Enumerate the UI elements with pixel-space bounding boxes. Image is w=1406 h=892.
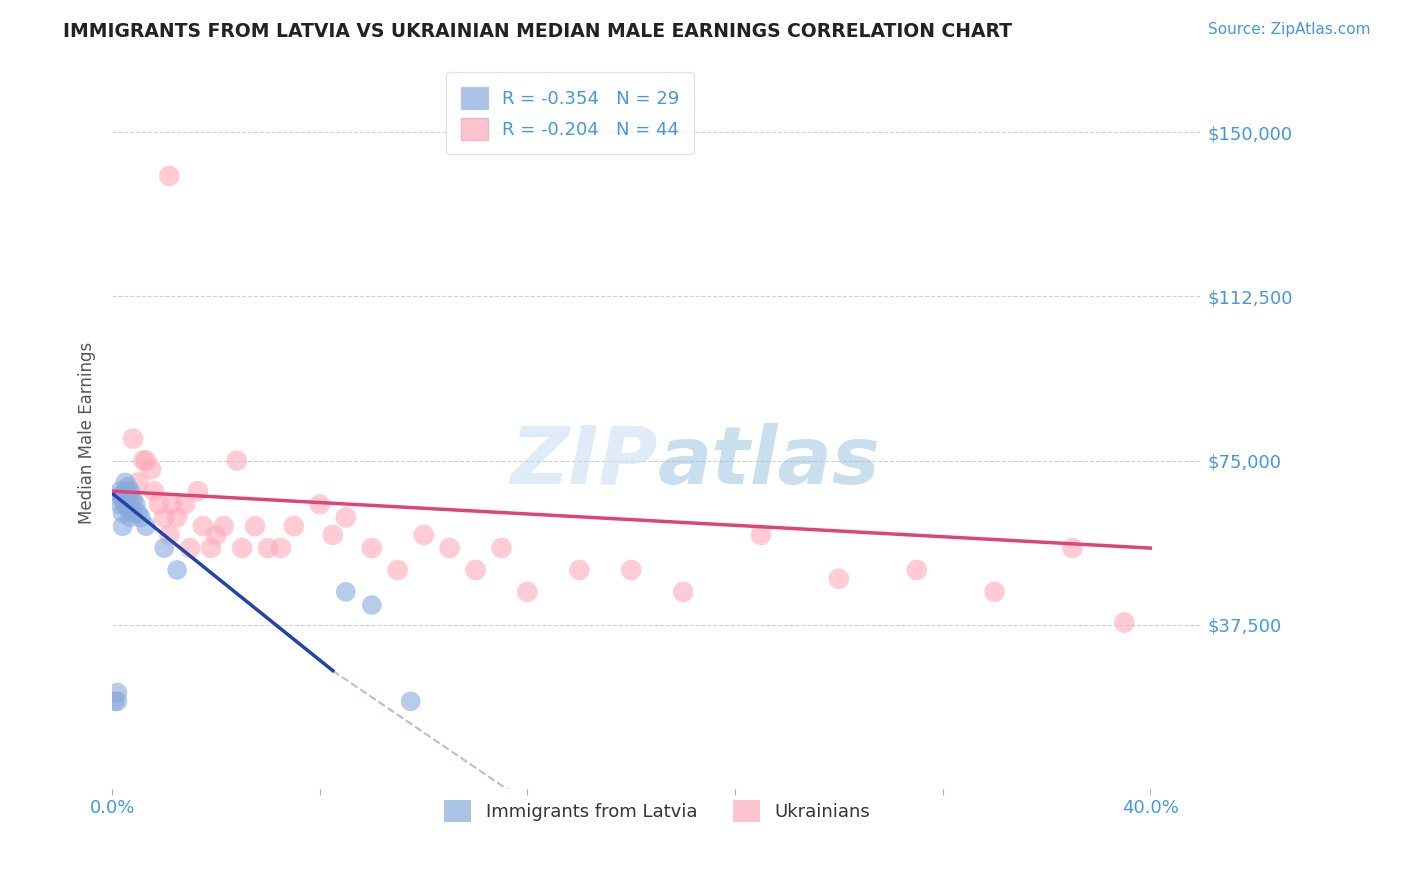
Point bbox=[322, 528, 344, 542]
Point bbox=[157, 528, 180, 542]
Point bbox=[672, 585, 695, 599]
Point bbox=[120, 484, 142, 499]
Point bbox=[200, 541, 222, 555]
Point bbox=[108, 489, 131, 503]
Point bbox=[108, 484, 131, 499]
Point bbox=[308, 497, 330, 511]
Point bbox=[153, 541, 176, 555]
Point bbox=[132, 453, 155, 467]
Point bbox=[412, 528, 434, 542]
Point bbox=[283, 519, 305, 533]
Legend: Immigrants from Latvia, Ukrainians: Immigrants from Latvia, Ukrainians bbox=[437, 793, 877, 830]
Point bbox=[104, 694, 127, 708]
Point bbox=[129, 510, 152, 524]
Text: IMMIGRANTS FROM LATVIA VS UKRAINIAN MEDIAN MALE EARNINGS CORRELATION CHART: IMMIGRANTS FROM LATVIA VS UKRAINIAN MEDI… bbox=[63, 22, 1012, 41]
Point bbox=[108, 497, 131, 511]
Point bbox=[464, 563, 486, 577]
Point bbox=[243, 519, 266, 533]
Point bbox=[491, 541, 513, 555]
Point bbox=[335, 510, 357, 524]
Text: ZIP: ZIP bbox=[510, 423, 657, 500]
Point bbox=[160, 497, 183, 511]
Point bbox=[111, 492, 134, 507]
Point bbox=[117, 489, 139, 503]
Point bbox=[270, 541, 292, 555]
Point bbox=[749, 528, 772, 542]
Point bbox=[117, 480, 139, 494]
Point bbox=[157, 169, 180, 183]
Point bbox=[135, 519, 157, 533]
Y-axis label: Median Male Earnings: Median Male Earnings bbox=[79, 342, 96, 524]
Point bbox=[225, 453, 247, 467]
Point bbox=[439, 541, 461, 555]
Point bbox=[387, 563, 409, 577]
Point bbox=[828, 572, 851, 586]
Point bbox=[335, 585, 357, 599]
Point bbox=[620, 563, 643, 577]
Point bbox=[257, 541, 280, 555]
Point bbox=[114, 497, 136, 511]
Point bbox=[212, 519, 235, 533]
Point bbox=[360, 541, 382, 555]
Point bbox=[191, 519, 214, 533]
Point bbox=[124, 497, 146, 511]
Point bbox=[120, 510, 142, 524]
Point bbox=[111, 506, 134, 520]
Point bbox=[142, 484, 165, 499]
Point bbox=[231, 541, 253, 555]
Point bbox=[122, 492, 145, 507]
Point bbox=[1062, 541, 1084, 555]
Point bbox=[114, 484, 136, 499]
Point bbox=[127, 506, 149, 520]
Point bbox=[205, 528, 228, 542]
Point bbox=[120, 497, 142, 511]
Point bbox=[905, 563, 928, 577]
Point bbox=[568, 563, 591, 577]
Point bbox=[111, 519, 134, 533]
Point bbox=[135, 453, 157, 467]
Point bbox=[153, 510, 176, 524]
Point bbox=[107, 685, 129, 699]
Point bbox=[148, 497, 170, 511]
Point bbox=[166, 563, 188, 577]
Point bbox=[179, 541, 201, 555]
Text: atlas: atlas bbox=[657, 423, 880, 500]
Point bbox=[187, 484, 209, 499]
Point bbox=[114, 475, 136, 490]
Point bbox=[399, 694, 422, 708]
Point bbox=[107, 694, 129, 708]
Point bbox=[141, 462, 163, 476]
Point bbox=[983, 585, 1005, 599]
Point bbox=[127, 475, 149, 490]
Point bbox=[1114, 615, 1136, 630]
Point bbox=[174, 497, 197, 511]
Point bbox=[117, 501, 139, 516]
Point bbox=[122, 506, 145, 520]
Text: Source: ZipAtlas.com: Source: ZipAtlas.com bbox=[1208, 22, 1371, 37]
Point bbox=[516, 585, 538, 599]
Point bbox=[122, 432, 145, 446]
Point bbox=[166, 510, 188, 524]
Point bbox=[360, 598, 382, 612]
